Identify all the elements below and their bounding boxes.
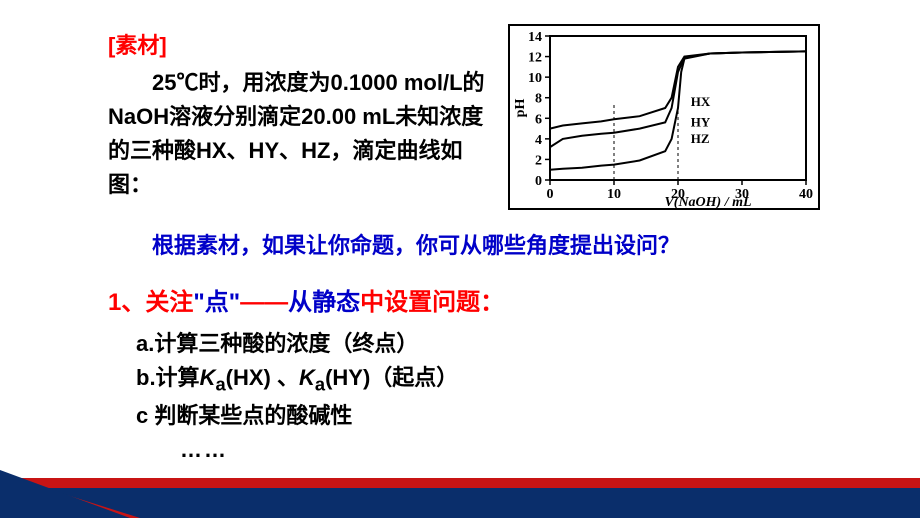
point-static-word: 静态 xyxy=(312,289,360,316)
svg-text:2: 2 xyxy=(535,153,542,168)
point-line: 1、关注"点"——从静态中设置问题： xyxy=(108,282,820,317)
sub-c: c 判断某些点的酸碱性 xyxy=(136,399,820,433)
footer-stripe xyxy=(0,488,920,518)
sub-a: a.计算三种酸的浓度（终点） xyxy=(136,327,820,361)
svg-text:10: 10 xyxy=(607,187,621,202)
material-label: [素材] xyxy=(108,28,490,60)
point-focus: 关注 xyxy=(145,289,193,316)
svg-text:10: 10 xyxy=(528,71,542,86)
svg-text:pH: pH xyxy=(513,99,528,118)
sub-b: b.计算Ka(HX) 、Ka(HY)（起点） xyxy=(136,361,820,399)
svg-text:14: 14 xyxy=(528,30,542,45)
svg-text:HY: HY xyxy=(691,115,711,130)
question-line: 根据素材，如果让你命题，你可从哪些角度提出设问？ xyxy=(108,228,820,260)
point-static-prefix: 从 xyxy=(288,289,312,316)
material-block: [素材] 25℃时，用浓度为0.1000 mol/L的NaOH溶液分别滴定20.… xyxy=(108,28,490,202)
point-setq: 中设置问题： xyxy=(360,289,504,316)
svg-text:0: 0 xyxy=(535,174,542,189)
point-dot: "点" xyxy=(193,289,240,316)
header-row: [素材] 25℃时，用浓度为0.1000 mol/L的NaOH溶液分别滴定20.… xyxy=(108,28,820,210)
svg-text:HZ: HZ xyxy=(691,131,710,146)
svg-text:40: 40 xyxy=(799,187,813,202)
svg-text:12: 12 xyxy=(528,51,542,66)
slide: [素材] 25℃时，用浓度为0.1000 mol/L的NaOH溶液分别滴定20.… xyxy=(0,0,920,518)
svg-text:6: 6 xyxy=(535,112,542,127)
svg-text:HX: HX xyxy=(691,94,711,109)
material-body: 25℃时，用浓度为0.1000 mol/L的NaOH溶液分别滴定20.00 mL… xyxy=(108,66,490,202)
sub-list: a.计算三种酸的浓度（终点） b.计算Ka(HX) 、Ka(HY)（起点） c … xyxy=(136,327,820,467)
titration-chart: 02468101214010203040pHV(NaOH) / mLHXHYHZ xyxy=(508,24,820,210)
svg-text:8: 8 xyxy=(535,92,542,107)
svg-text:4: 4 xyxy=(535,133,542,148)
svg-text:V(NaOH) / mL: V(NaOH) / mL xyxy=(664,195,751,208)
point-dash: —— xyxy=(240,289,288,316)
point-number: 1、 xyxy=(108,289,145,316)
svg-text:0: 0 xyxy=(547,187,554,202)
sub-dots: …… xyxy=(180,433,820,467)
